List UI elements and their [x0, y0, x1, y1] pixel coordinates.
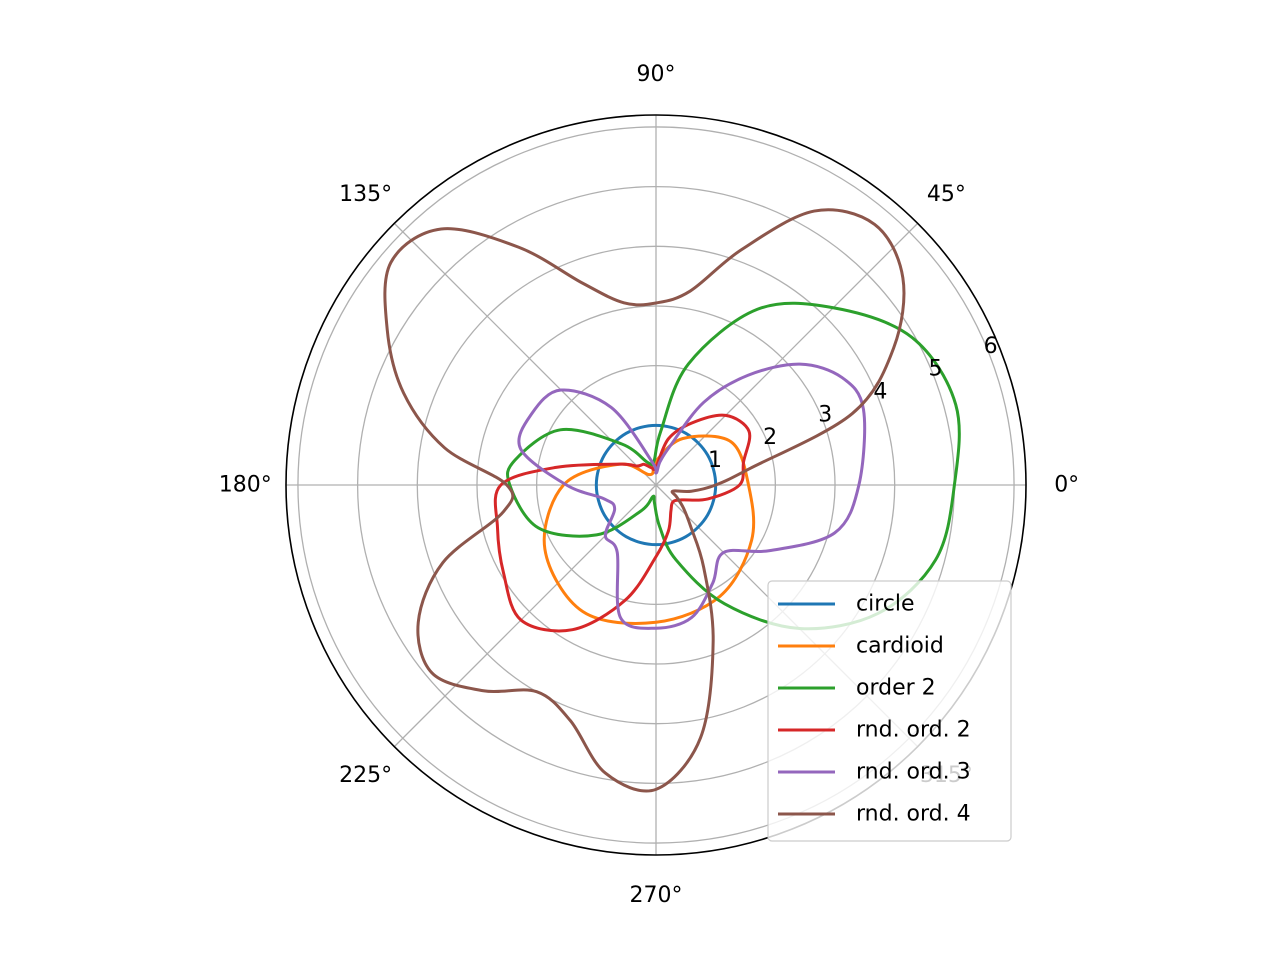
- theta-grid-line-3: [393, 222, 657, 486]
- r-tick-label-3: 3: [818, 402, 832, 427]
- polar-frame: [285, 114, 1027, 856]
- legend: circle cardioid order 2 rnd. ord. 2 rnd. ord…: [767, 580, 1012, 842]
- theta-tick-label-135: 135°: [339, 182, 392, 207]
- series-line-rnd-ord-4: [383, 208, 906, 793]
- theta-grid-line-5: [393, 484, 657, 748]
- theta-tick-label-270: 270°: [630, 883, 683, 908]
- r-tick-label-4: 4: [873, 380, 887, 405]
- legend-label-cardioid: cardioid: [856, 634, 944, 659]
- legend-label-circle: circle: [856, 592, 915, 617]
- r-tick-label-2: 2: [763, 425, 777, 450]
- theta-tick-label-45: 45°: [927, 182, 966, 207]
- r-tick-label-5: 5: [929, 357, 943, 382]
- r-tick-label-6: 6: [984, 334, 998, 359]
- theta-grid-line-1: [655, 222, 919, 486]
- legend-label-rnd-ord-4: rnd. ord. 4: [856, 802, 971, 827]
- legend-label-order-2: order 2: [856, 676, 936, 701]
- series-lines: [383, 208, 961, 793]
- legend-label-rnd-ord-2: rnd. ord. 2: [856, 718, 971, 743]
- theta-tick-label-180: 180°: [219, 473, 272, 498]
- series-line-circle: [594, 423, 718, 547]
- theta-tick-label-0: 0°: [1054, 473, 1079, 498]
- series-line-rnd-ord-2: [493, 413, 752, 633]
- series-line-cardioid: [542, 434, 756, 625]
- r-tick-label-1: 1: [708, 448, 722, 473]
- theta-tick-label-90: 90°: [637, 62, 676, 87]
- theta-tick-label-225: 225°: [339, 763, 392, 788]
- legend-label-rnd-ord-3: rnd. ord. 3: [856, 760, 971, 785]
